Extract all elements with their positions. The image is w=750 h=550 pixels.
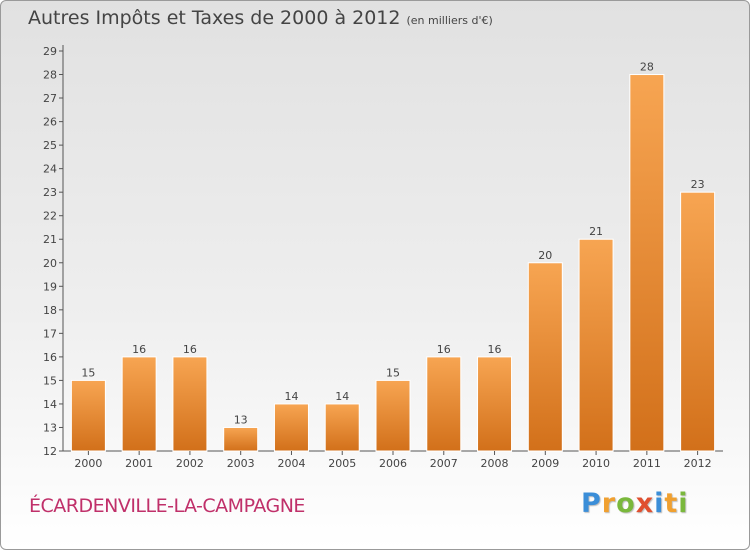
logo-letter: t bbox=[664, 488, 679, 519]
logo-letter: P bbox=[581, 488, 602, 519]
bar bbox=[680, 191, 716, 452]
x-tick-label: 2006 bbox=[379, 457, 407, 470]
plot-area: 12 13 14 15 16 17 18 19 20 21 22 23 24 25 26 27 28 29 2000… bbox=[43, 45, 723, 470]
commune-name: ÉCARDENVILLE-LA-CAMPAGNE bbox=[29, 495, 305, 517]
logo-letter: r bbox=[601, 488, 617, 519]
data-label: 16 bbox=[488, 343, 502, 356]
x-tick-label: 2011 bbox=[633, 457, 661, 470]
data-label: 14 bbox=[284, 390, 298, 403]
y-tick-label: 21 bbox=[43, 233, 57, 246]
x-tick-label: 2004 bbox=[277, 457, 305, 470]
data-label: 20 bbox=[538, 249, 552, 262]
data-label: 23 bbox=[691, 178, 705, 191]
logo-letter: i bbox=[654, 488, 665, 519]
y-tick-label: 28 bbox=[43, 69, 57, 82]
bar bbox=[273, 403, 309, 452]
x-tick-label: 2007 bbox=[430, 457, 458, 470]
data-label: 21 bbox=[589, 225, 603, 238]
y-tick-label: 27 bbox=[43, 92, 57, 105]
data-label: 14 bbox=[335, 390, 349, 403]
data-label: 16 bbox=[183, 343, 197, 356]
y-tick-label: 16 bbox=[43, 351, 57, 364]
data-label: 28 bbox=[640, 61, 654, 74]
x-tick-label: 2003 bbox=[227, 457, 255, 470]
y-tick-label: 23 bbox=[43, 186, 57, 199]
y-tick-label: 24 bbox=[43, 163, 57, 176]
x-tick-label: 2010 bbox=[582, 457, 610, 470]
data-label: 16 bbox=[132, 343, 146, 356]
chart-title: Autres Impôts et Taxes de 2000 à 2012 bbox=[28, 7, 401, 29]
data-label: 15 bbox=[386, 366, 400, 379]
bar bbox=[324, 403, 360, 452]
data-label: 16 bbox=[437, 343, 451, 356]
y-tick-label: 25 bbox=[43, 139, 57, 152]
bar bbox=[172, 356, 208, 452]
x-tick-label: 2001 bbox=[125, 457, 153, 470]
bar bbox=[70, 379, 106, 452]
y-tick-label: 14 bbox=[43, 398, 57, 411]
bar bbox=[121, 356, 157, 452]
data-label: 15 bbox=[81, 366, 95, 379]
x-tick-label: 2009 bbox=[531, 457, 559, 470]
bar bbox=[527, 262, 563, 452]
chart-subtitle: (en milliers d'€) bbox=[406, 14, 493, 27]
x-tick-label: 2008 bbox=[481, 457, 509, 470]
y-tick-label: 29 bbox=[43, 45, 57, 58]
x-tick-label: 2005 bbox=[328, 457, 356, 470]
proxiti-logo[interactable]: Proxiti bbox=[581, 488, 689, 519]
x-tick-label: 2012 bbox=[684, 457, 712, 470]
y-tick-label: 26 bbox=[43, 116, 57, 129]
y-tick-label: 22 bbox=[43, 210, 57, 223]
bar bbox=[375, 379, 411, 452]
bar bbox=[629, 74, 665, 452]
y-tick-label: 20 bbox=[43, 257, 57, 270]
chart-title-block: Autres Impôts et Taxes de 2000 à 2012 (en… bbox=[28, 7, 493, 29]
logo-letter: o bbox=[616, 488, 636, 519]
logo-letter: i bbox=[678, 488, 689, 519]
y-tick-label: 18 bbox=[43, 304, 57, 317]
bar bbox=[426, 356, 462, 452]
bar bbox=[578, 238, 614, 452]
y-tick-label: 13 bbox=[43, 421, 57, 434]
logo-letter: x bbox=[635, 488, 655, 519]
bar bbox=[223, 426, 259, 452]
y-tick-label: 15 bbox=[43, 374, 57, 387]
y-tick-label: 12 bbox=[43, 445, 57, 458]
data-label: 13 bbox=[234, 413, 248, 426]
x-tick-label: 2000 bbox=[74, 457, 102, 470]
x-tick-label: 2002 bbox=[176, 457, 204, 470]
bar bbox=[477, 356, 513, 452]
y-tick-label: 17 bbox=[43, 327, 57, 340]
y-tick-label: 19 bbox=[43, 280, 57, 293]
